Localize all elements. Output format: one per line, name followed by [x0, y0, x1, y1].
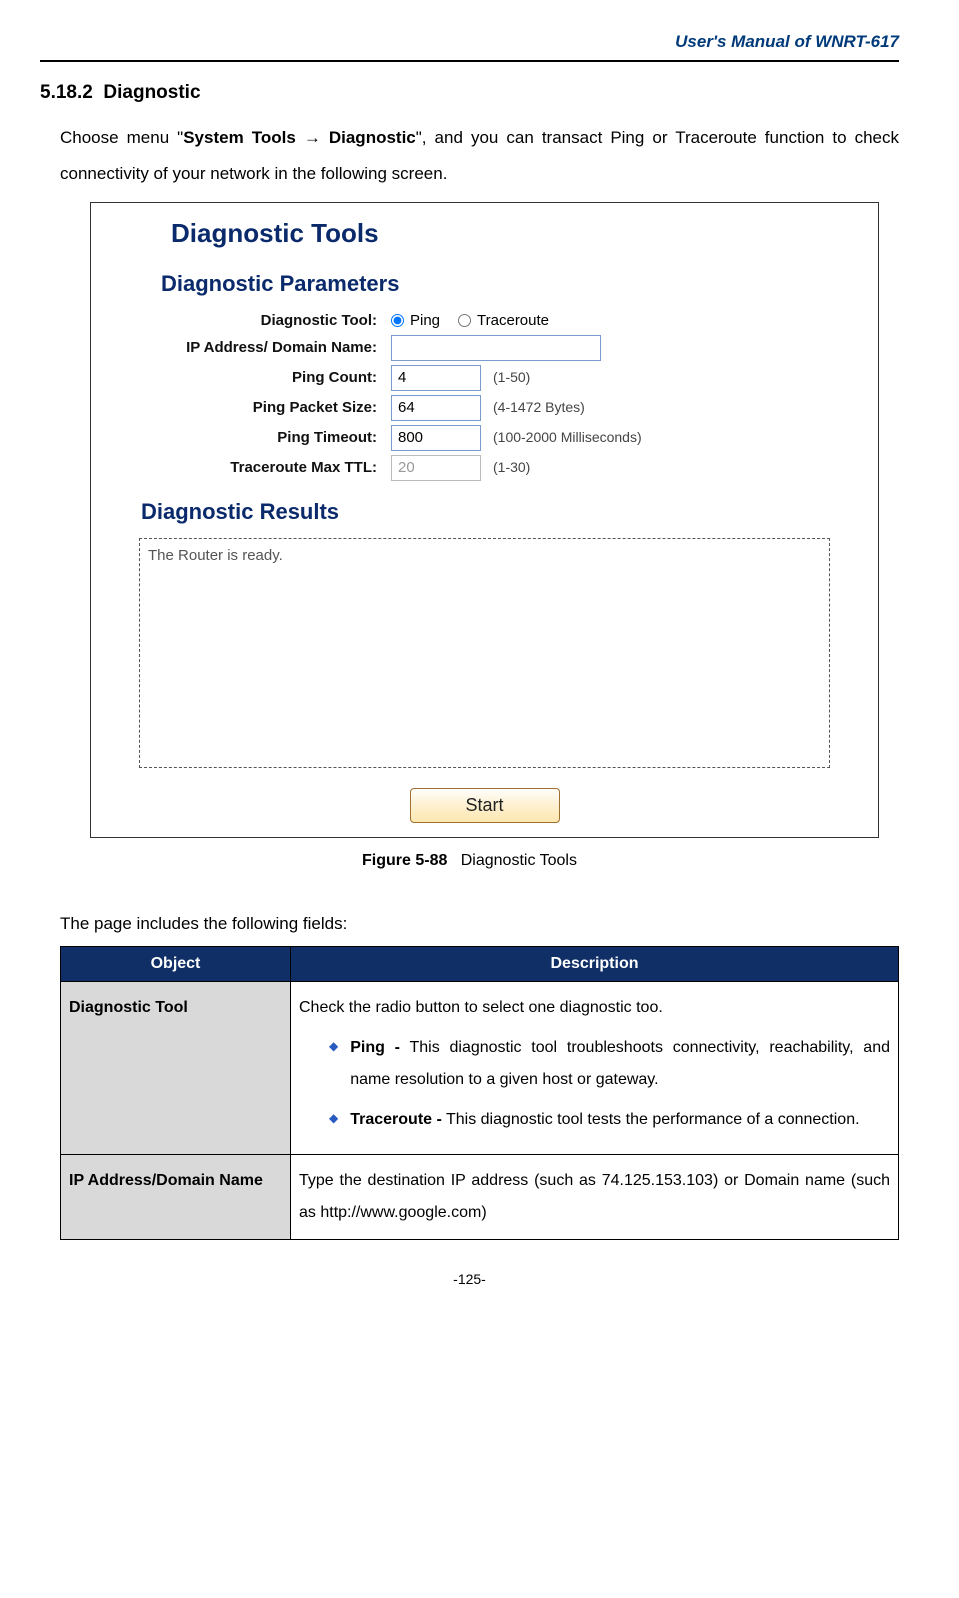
hint-count: (1-50): [493, 368, 530, 388]
radio-traceroute-label: Traceroute: [477, 310, 549, 331]
figure-number: Figure 5-88: [362, 852, 447, 869]
diag-results-title: Diagnostic Results: [141, 497, 858, 528]
input-count[interactable]: [391, 365, 481, 391]
diamond-icon: ◆: [329, 1104, 338, 1136]
row-tool: Diagnostic Tool: Ping Traceroute: [131, 310, 858, 331]
bullet-traceroute-label: Traceroute -: [350, 1111, 442, 1128]
label-size: Ping Packet Size:: [131, 397, 391, 418]
label-timeout: Ping Timeout:: [131, 427, 391, 448]
bullet-traceroute-body: This diagnostic tool tests the performan…: [442, 1111, 860, 1128]
fields-intro: The page includes the following fields:: [60, 912, 899, 936]
page-number: -125-: [40, 1270, 899, 1290]
description-table: Object Description Diagnostic Tool Check…: [60, 946, 899, 1240]
intro-paragraph: Choose menu "System Tools → Diagnostic",…: [60, 120, 899, 191]
diagnostic-screenshot: Diagnostic Tools Diagnostic Parameters D…: [90, 202, 879, 838]
diamond-icon: ◆: [329, 1032, 338, 1096]
obj-diagnostic-tool: Diagnostic Tool: [61, 982, 291, 1155]
bullet-ping-body: This diagnostic tool troubleshoots conne…: [350, 1039, 890, 1088]
bullet-ping-text: Ping - This diagnostic tool troubleshoot…: [350, 1032, 890, 1096]
section-title: Diagnostic: [103, 82, 200, 103]
row-ip: IP Address/ Domain Name:: [131, 335, 858, 361]
row-count: Ping Count: (1-50): [131, 365, 858, 391]
hint-timeout: (100-2000 Milliseconds): [493, 428, 642, 448]
input-size[interactable]: [391, 395, 481, 421]
th-object: Object: [61, 946, 291, 981]
section-heading: 5.18.2 Diagnostic: [40, 80, 899, 107]
section-number: 5.18.2: [40, 82, 93, 103]
hint-ttl: (1-30): [493, 458, 530, 478]
obj-ip-domain: IP Address/Domain Name: [61, 1155, 291, 1240]
input-ip[interactable]: [391, 335, 601, 361]
row-size: Ping Packet Size: (4-1472 Bytes): [131, 395, 858, 421]
th-description: Description: [291, 946, 899, 981]
bullet-ping-label: Ping -: [350, 1039, 400, 1056]
radio-ping-label: Ping: [410, 310, 440, 331]
header-rule: [40, 60, 899, 62]
table-header-row: Object Description: [61, 946, 899, 981]
desc-diagnostic-tool: Check the radio button to select one dia…: [291, 982, 899, 1155]
desc-ip-domain: Type the destination IP address (such as…: [291, 1155, 899, 1240]
row-timeout: Ping Timeout: (100-2000 Milliseconds): [131, 425, 858, 451]
bullet-traceroute: ◆ Traceroute - This diagnostic tool test…: [329, 1104, 890, 1136]
bullet-ping: ◆ Ping - This diagnostic tool troublesho…: [329, 1032, 890, 1096]
diag-tools-title: Diagnostic Tools: [171, 215, 858, 251]
hint-size: (4-1472 Bytes): [493, 398, 585, 418]
label-count: Ping Count:: [131, 367, 391, 388]
intro-menu-path: System Tools → Diagnostic: [183, 128, 416, 147]
label-ip: IP Address/ Domain Name:: [131, 337, 391, 358]
label-tool: Diagnostic Tool:: [131, 310, 391, 331]
desc-row1-intro: Check the radio button to select one dia…: [299, 992, 890, 1024]
form-rows: Diagnostic Tool: Ping Traceroute IP Addr…: [131, 310, 858, 481]
radio-ping[interactable]: [391, 314, 404, 327]
start-button[interactable]: Start: [410, 788, 560, 823]
table-row: IP Address/Domain Name Type the destinat…: [61, 1155, 899, 1240]
row-ttl: Traceroute Max TTL: (1-30): [131, 455, 858, 481]
table-row: Diagnostic Tool Check the radio button t…: [61, 982, 899, 1155]
input-timeout[interactable]: [391, 425, 481, 451]
manual-header: User's Manual of WNRT-617: [40, 30, 899, 54]
figure-caption-text: Diagnostic Tools: [461, 852, 577, 869]
start-row: Start: [111, 788, 858, 823]
figure-caption: Figure 5-88 Diagnostic Tools: [40, 850, 899, 872]
label-ttl: Traceroute Max TTL:: [131, 457, 391, 478]
bullet-traceroute-text: Traceroute - This diagnostic tool tests …: [350, 1104, 890, 1136]
input-ttl: [391, 455, 481, 481]
intro-pre: Choose menu ": [60, 128, 183, 147]
diag-params-title: Diagnostic Parameters: [161, 269, 858, 300]
results-box: The Router is ready.: [139, 538, 830, 768]
results-text: The Router is ready.: [148, 547, 283, 564]
radio-traceroute[interactable]: [458, 314, 471, 327]
